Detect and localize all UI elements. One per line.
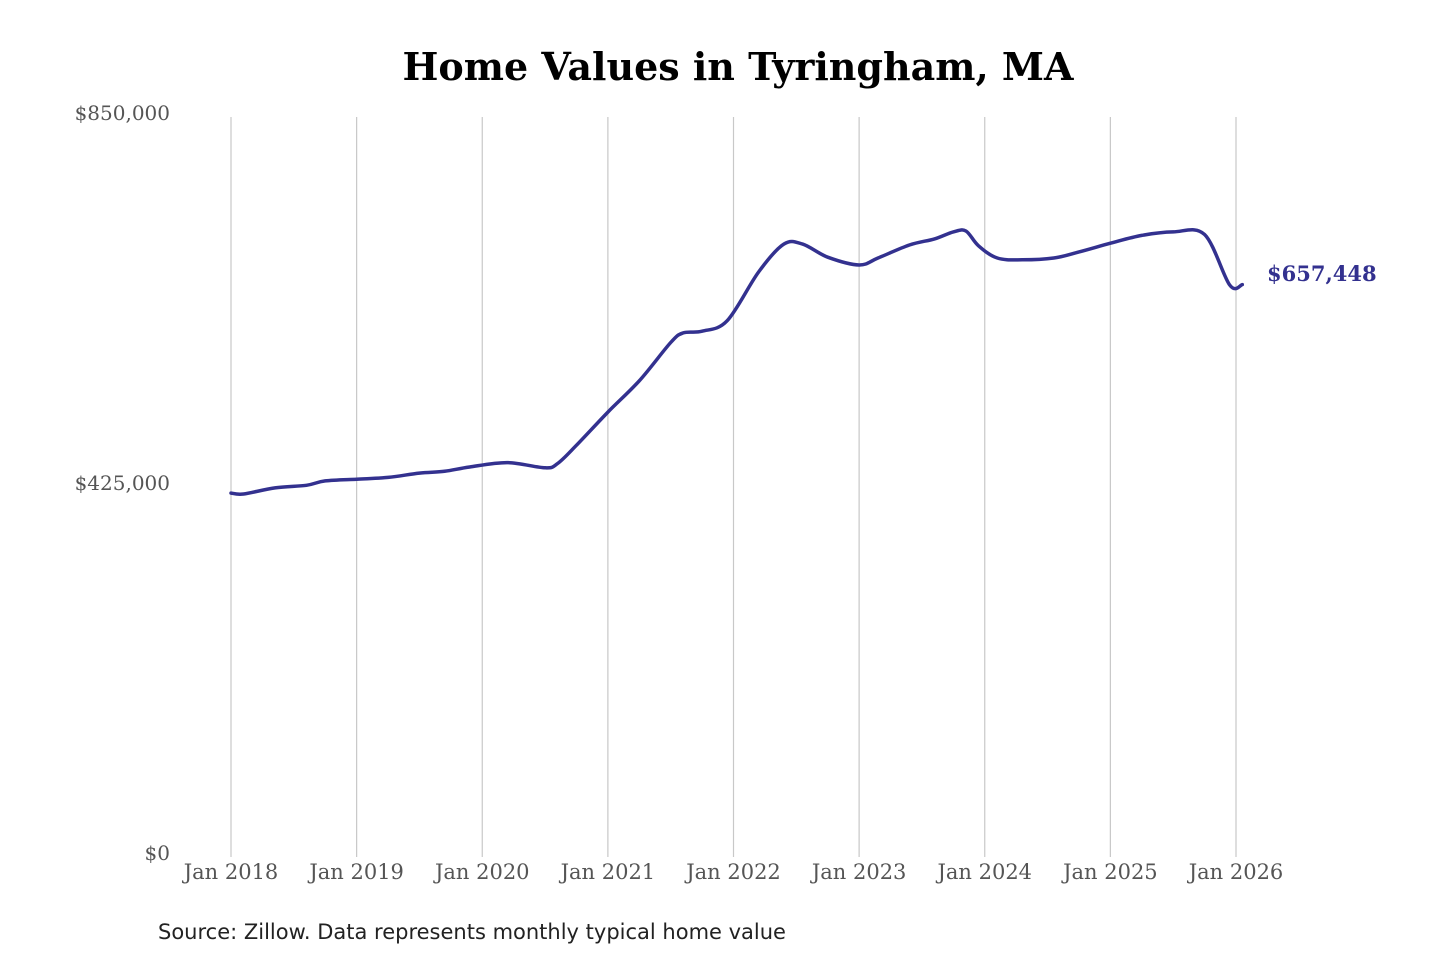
- y-axis-ticks: $0 $425,000 $850,000: [75, 101, 170, 865]
- chart-title: Home Values in Tyringham, MA: [403, 44, 1074, 89]
- x-tick-label: Jan 2024: [935, 860, 1032, 884]
- series-line-0: [229, 228, 1245, 496]
- series-layer: [229, 228, 1245, 496]
- y-tick-label: $0: [145, 841, 170, 865]
- end-value-label: $657,448: [1267, 261, 1377, 286]
- x-tick-label: Jan 2023: [810, 860, 907, 884]
- x-tick-label: Jan 2021: [559, 860, 656, 884]
- x-axis-ticks: Jan 2018 Jan 2019 Jan 2020 Jan 2021 Jan 2022…: [182, 860, 1284, 884]
- x-tick-label: Jan 2018: [182, 860, 279, 884]
- x-tick-label: Jan 2022: [684, 860, 781, 884]
- x-tick-label: Jan 2019: [307, 860, 404, 884]
- y-tick-label: $425,000: [75, 471, 170, 495]
- gridlines: [230, 117, 1237, 857]
- x-tick-label: Jan 2020: [433, 860, 530, 884]
- y-tick-label: $850,000: [75, 101, 170, 125]
- x-tick-label: Jan 2026: [1187, 860, 1284, 884]
- x-tick-label: Jan 2025: [1061, 860, 1158, 884]
- source-note: Source: Zillow. Data represents monthly …: [158, 920, 786, 944]
